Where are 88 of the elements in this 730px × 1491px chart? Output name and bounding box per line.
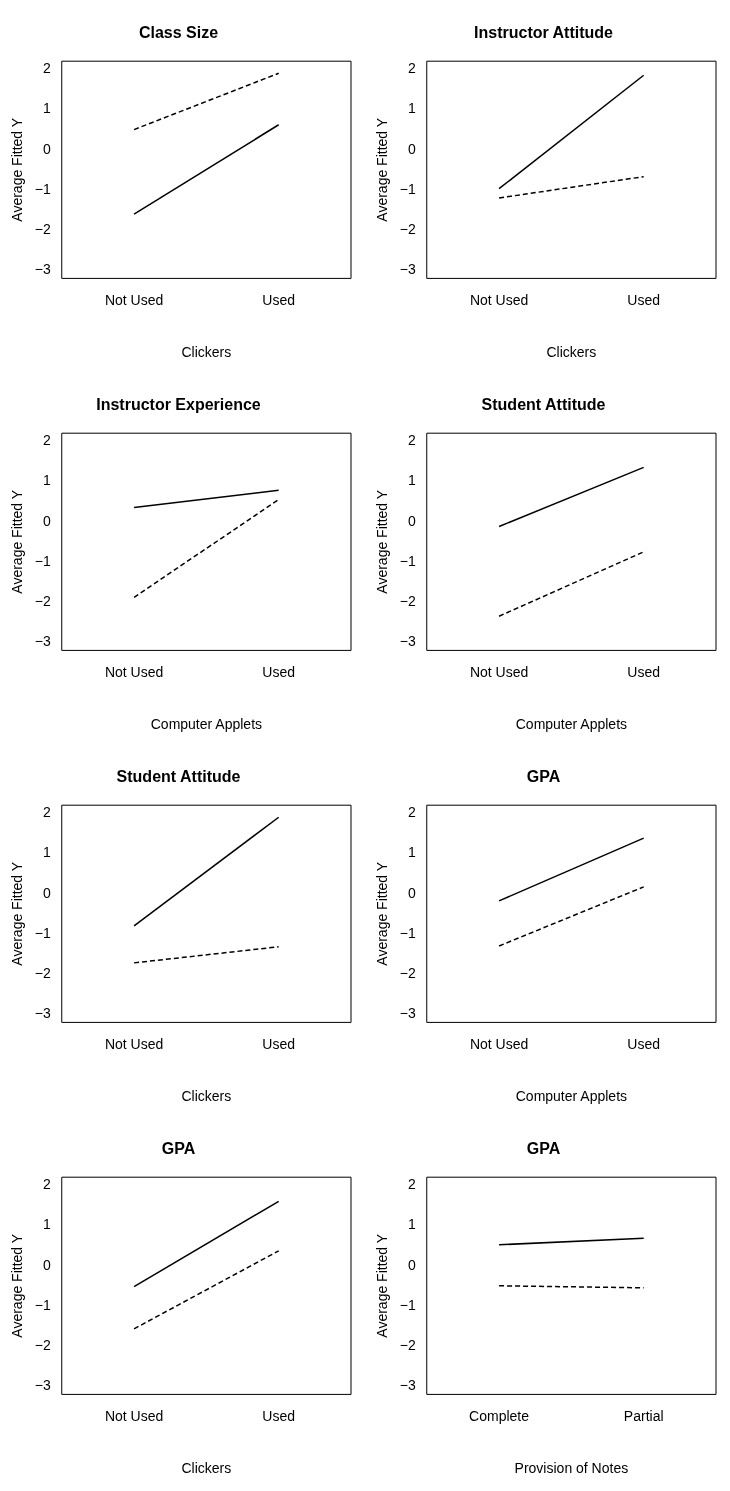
y-tick-label: 1 <box>42 100 51 117</box>
x-tick-label: Not Used <box>104 1035 164 1052</box>
y-tick-label: −1 <box>399 924 416 941</box>
x-axis-title: Computer Applets <box>515 716 628 733</box>
y-tick-label: 0 <box>42 884 51 901</box>
y-tick-label: 0 <box>42 1256 51 1273</box>
y-tick-label: −3 <box>399 1005 416 1022</box>
x-tick-label: Complete <box>469 1407 530 1424</box>
chart-title: GPA <box>526 768 561 786</box>
y-tick-label: 1 <box>407 100 416 117</box>
y-axis-title: Average Fitted Y <box>374 117 391 222</box>
y-axis-title: Average Fitted Y <box>374 489 391 594</box>
y-tick-label: 2 <box>42 60 51 77</box>
chart-title: Instructor Experience <box>96 396 261 414</box>
x-axis-title: Provision of Notes <box>514 1460 629 1477</box>
chart-title: Class Size <box>138 24 219 42</box>
y-tick-label: −1 <box>399 552 416 569</box>
chart-title: Student Attitude <box>116 768 241 786</box>
y-tick-label: −1 <box>34 180 51 197</box>
y-tick-label: −1 <box>34 924 51 941</box>
x-tick-label: Not Used <box>104 291 164 308</box>
y-tick-label: −3 <box>34 261 51 278</box>
x-axis-title: Clickers <box>181 1460 232 1477</box>
y-tick-label: 2 <box>42 1176 51 1193</box>
x-axis-title: Computer Applets <box>150 716 263 733</box>
x-tick-label: Used <box>262 1035 296 1052</box>
y-tick-label: −2 <box>399 220 416 237</box>
y-tick-label: 0 <box>407 140 416 157</box>
x-axis-title: Clickers <box>181 1088 232 1105</box>
x-tick-label: Not Used <box>104 663 164 680</box>
y-axis-title: Average Fitted Y <box>9 1233 26 1338</box>
y-tick-label: −2 <box>34 220 51 237</box>
y-tick-label: 1 <box>407 844 416 861</box>
y-axis-title: Average Fitted Y <box>374 861 391 966</box>
y-tick-label: 0 <box>407 884 416 901</box>
y-tick-label: −2 <box>34 592 51 609</box>
y-tick-label: −2 <box>34 1336 51 1353</box>
y-tick-label: −2 <box>399 1336 416 1353</box>
y-tick-label: 1 <box>407 472 416 489</box>
chart-title: Student Attitude <box>481 396 606 414</box>
y-axis-title: Average Fitted Y <box>374 1233 391 1338</box>
y-tick-label: 1 <box>407 1216 416 1233</box>
y-tick-label: −1 <box>399 180 416 197</box>
y-axis-title: Average Fitted Y <box>9 861 26 966</box>
x-tick-label: Not Used <box>469 663 529 680</box>
y-tick-label: 2 <box>407 1176 416 1193</box>
x-axis-title: Computer Applets <box>515 1088 628 1105</box>
x-tick-label: Used <box>627 663 661 680</box>
y-tick-label: −3 <box>399 261 416 278</box>
y-tick-label: 2 <box>407 60 416 77</box>
y-tick-label: −2 <box>34 964 51 981</box>
y-tick-label: −3 <box>34 1005 51 1022</box>
x-tick-label: Used <box>627 1035 661 1052</box>
y-tick-label: 0 <box>42 512 51 529</box>
chart-title: Instructor Attitude <box>474 24 614 42</box>
y-tick-label: −1 <box>34 1296 51 1313</box>
y-tick-label: 2 <box>42 804 51 821</box>
y-tick-label: −2 <box>399 964 416 981</box>
x-tick-label: Not Used <box>104 1407 164 1424</box>
y-tick-label: 0 <box>407 1256 416 1273</box>
x-tick-label: Used <box>262 1407 296 1424</box>
x-axis-title: Clickers <box>181 344 232 361</box>
y-tick-label: −1 <box>399 1296 416 1313</box>
y-tick-label: 0 <box>407 512 416 529</box>
y-tick-label: 2 <box>42 432 51 449</box>
x-tick-label: Partial <box>623 1407 664 1424</box>
x-tick-label: Used <box>262 291 296 308</box>
x-tick-label: Not Used <box>469 291 529 308</box>
y-tick-label: −3 <box>34 633 51 650</box>
y-tick-label: 2 <box>407 804 416 821</box>
y-tick-label: −3 <box>34 1377 51 1394</box>
x-tick-label: Not Used <box>469 1035 529 1052</box>
chart-title: GPA <box>526 1140 561 1158</box>
y-axis-title: Average Fitted Y <box>9 489 26 594</box>
y-tick-label: −3 <box>399 1377 416 1394</box>
y-tick-label: 1 <box>42 844 51 861</box>
y-axis-title: Average Fitted Y <box>9 117 26 222</box>
y-tick-label: 1 <box>42 1216 51 1233</box>
chart-title: GPA <box>161 1140 196 1158</box>
y-tick-label: −1 <box>34 552 51 569</box>
y-tick-label: −3 <box>399 633 416 650</box>
y-tick-label: 0 <box>42 140 51 157</box>
y-tick-label: 2 <box>407 432 416 449</box>
x-axis-title: Clickers <box>546 344 597 361</box>
y-tick-label: 1 <box>42 472 51 489</box>
x-tick-label: Used <box>627 291 661 308</box>
x-tick-label: Used <box>262 663 296 680</box>
y-tick-label: −2 <box>399 592 416 609</box>
